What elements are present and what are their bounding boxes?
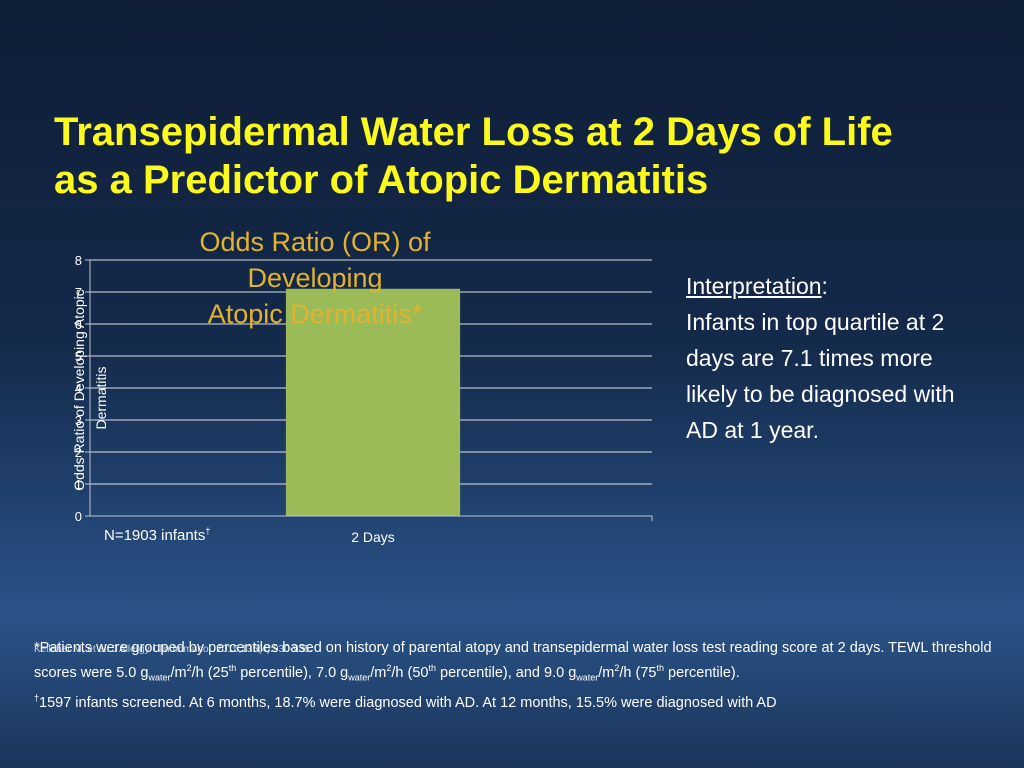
footnote-1-p75: /h (75 xyxy=(619,664,657,681)
footnote-1-sup-2-3: 2 xyxy=(614,663,620,673)
y-axis-label-line-1: Odds Ratio of Developing Atopic xyxy=(71,289,87,491)
interpretation-colon: : xyxy=(821,273,828,299)
bars xyxy=(285,288,461,516)
axes xyxy=(89,260,652,517)
y-tick-labels: 0 1 2 3 4 5 6 7 8 xyxy=(75,253,82,524)
chart-title-line-1: Odds Ratio (OR) of Developing xyxy=(199,227,431,293)
sample-size-text: N=1903 infants xyxy=(104,527,206,544)
footnote-1-pct-end: percentile). xyxy=(664,664,740,681)
footnote-1-sup-2-1: 2 xyxy=(186,663,192,673)
y-tick-label: 4 xyxy=(75,381,82,396)
footnote-1-sup-2-2: 2 xyxy=(386,663,392,673)
y-tick-label: 1 xyxy=(75,477,82,492)
x-category-labels: 2 Days xyxy=(351,516,653,545)
y-axis-label-line-2: Dermatitis xyxy=(93,366,109,429)
bar xyxy=(285,288,461,516)
footnote-1-sub-water-3: water xyxy=(576,672,599,683)
interpretation-box: Interpretation: Infants in top quartile … xyxy=(686,268,986,448)
footnote-1-sub-water-2: water xyxy=(348,672,371,683)
y-axis-label: Odds Ratio of Developing Atopic Dermatit… xyxy=(71,289,109,491)
footnote-asterisk: *Patients were grouped by percentiles ba… xyxy=(34,638,994,688)
x-category-label: 2 Days xyxy=(351,529,395,545)
y-tick-label: 2 xyxy=(75,445,82,460)
footnote-1-unit-1: /m xyxy=(170,664,187,681)
interpretation-heading: Interpretation xyxy=(686,273,822,299)
footnote-1-pct-1: percentile), 7.0 g xyxy=(236,664,349,681)
slide-title-line-2: as a Predictor of Atopic Dermatitis xyxy=(54,158,709,202)
footnote-1-text: *Patients were grouped by percentiles ba… xyxy=(34,640,992,681)
y-tick-label: 7 xyxy=(75,285,82,300)
y-tick-label: 8 xyxy=(75,253,82,268)
footnote-1-p50: /h (50 xyxy=(391,664,429,681)
footnote-1-sup-th-2: th xyxy=(428,663,436,673)
slide-title-line-1: Transepidermal Water Loss at 2 Days of L… xyxy=(54,110,893,154)
footnote-1-unit-4: /m xyxy=(598,664,615,681)
footnote-1-sub-water-1: water xyxy=(148,672,171,683)
footnote-1-sup-th-1: th xyxy=(228,663,237,673)
chart-title: Odds Ratio (OR) of Developing Atopic Der… xyxy=(160,224,470,332)
footnote-1-sup-th-3: th xyxy=(656,663,665,673)
slide-title: Transepidermal Water Loss at 2 Days of L… xyxy=(54,108,994,204)
footnote-1-unit-3: /m xyxy=(370,664,387,681)
footnotes: *Patients were grouped by percentiles ba… xyxy=(34,638,994,713)
sample-size-label: N=1903 infants† xyxy=(104,526,210,544)
interpretation-body: Infants in top quartile at 2 days are 7.… xyxy=(686,309,955,443)
footnote-2-dagger: † xyxy=(34,692,40,703)
footnote-dagger: †1597 infants screened. At 6 months, 18.… xyxy=(34,688,994,713)
footnote-1-unit-2: /h (25 xyxy=(191,664,229,681)
y-tick-label: 6 xyxy=(75,317,82,332)
sample-size-dagger: † xyxy=(205,526,211,536)
citation: Kelleher M, et al. J Allergy Clin Immuno… xyxy=(34,644,313,655)
y-tick-label: 3 xyxy=(75,413,82,428)
chart-title-line-2: Atopic Dermatitis* xyxy=(207,299,423,329)
interpretation-heading-row: Interpretation: xyxy=(686,268,986,304)
footnote-2-text: 1597 infants screened. At 6 months, 18.7… xyxy=(39,694,777,711)
y-tick-label: 5 xyxy=(75,349,82,364)
y-tick-label: 0 xyxy=(75,509,82,524)
footnote-1-pct-2: percentile), and 9.0 g xyxy=(436,664,577,681)
